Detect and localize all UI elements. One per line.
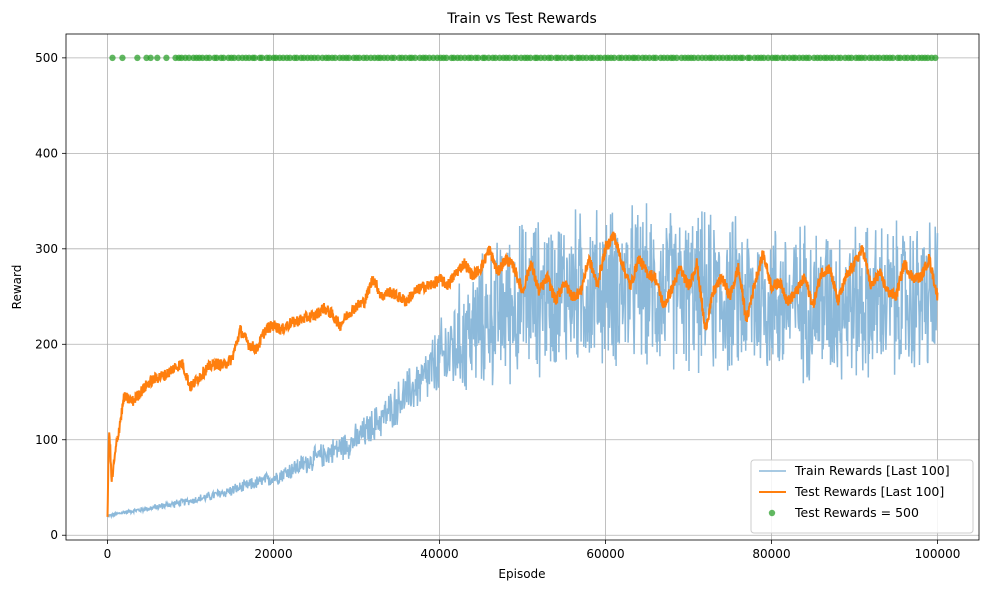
axes-frame: [65, 33, 980, 541]
x-tick-label: 80000: [752, 547, 790, 561]
legend-label: Train Rewards [Last 100]: [794, 463, 950, 478]
x-tick-label: 60000: [586, 547, 624, 561]
y-tick-label: 500: [35, 51, 58, 65]
x-axis-label: Episode: [498, 567, 545, 581]
scatter-point: [746, 54, 754, 62]
scatter-point: [506, 54, 513, 62]
legend-label: Test Rewards [Last 100]: [794, 484, 944, 499]
legend-scatter-swatch: [768, 509, 776, 517]
scatter-point: [805, 54, 813, 62]
y-tick-label: 400: [35, 146, 58, 160]
scatter-point: [611, 54, 618, 62]
scatter-point: [848, 54, 855, 62]
scatter-point: [837, 54, 844, 62]
y-tick-label: 300: [35, 242, 58, 256]
scatter-point: [286, 54, 294, 62]
scatter-point: [331, 54, 339, 62]
y-tick-label: 200: [35, 337, 58, 351]
series-test: [106, 231, 939, 517]
scatter-point: [134, 54, 141, 62]
y-tick-label: 100: [35, 433, 58, 447]
y-axis-ticks: 0 100 200 300 400 500: [35, 51, 66, 542]
scatter-point: [652, 54, 660, 62]
y-axis-label: Reward: [10, 265, 24, 310]
scatter-point: [861, 54, 869, 62]
scatter-point: [739, 54, 747, 62]
y-tick-label: 0: [50, 528, 58, 542]
scatter-point: [474, 54, 482, 62]
scatter-point: [513, 54, 520, 62]
scatter-point: [548, 54, 555, 62]
chart-title: Train vs Test Rewards: [446, 11, 597, 27]
scatter-point: [345, 54, 353, 62]
x-tick-label: 100000: [915, 547, 961, 561]
scatter-point: [391, 54, 398, 62]
x-tick-label: 40000: [420, 547, 458, 561]
scatter-point: [185, 54, 193, 62]
scatter-point: [163, 54, 170, 62]
scatter-point: [206, 54, 213, 62]
scatter-point: [411, 54, 419, 62]
x-tick-label: 20000: [254, 547, 292, 561]
scatter-point: [443, 54, 450, 62]
scatter-point: [527, 54, 534, 62]
scatter-point: [258, 54, 266, 62]
series-train: [107, 203, 939, 520]
train-rewards-line: [107, 203, 939, 520]
scatter-point: [673, 54, 680, 62]
legend-box: [750, 459, 974, 534]
legend-label: Test Rewards = 500: [794, 505, 919, 520]
scatter-point: [220, 54, 227, 62]
scatter-point: [119, 54, 126, 62]
legend: Train Rewards [Last 100] Test Rewards [La…: [750, 459, 974, 534]
scatter-point: [597, 54, 604, 62]
plot-area: [106, 54, 939, 520]
scatter-point: [147, 54, 154, 62]
scatter-point: [154, 54, 161, 62]
x-tick-label: 0: [104, 547, 112, 561]
scatter-point: [251, 54, 258, 62]
series-scatter: [109, 54, 939, 62]
scatter-point: [889, 54, 897, 62]
test-rewards-line: [106, 231, 939, 517]
scatter-point: [562, 54, 569, 62]
scatter-point: [314, 54, 322, 62]
scatter-point: [109, 54, 116, 62]
scatter-point: [932, 54, 939, 62]
x-axis-ticks: 0 20000 40000 60000 80000 100000: [104, 540, 961, 561]
scatter-point: [569, 54, 576, 62]
